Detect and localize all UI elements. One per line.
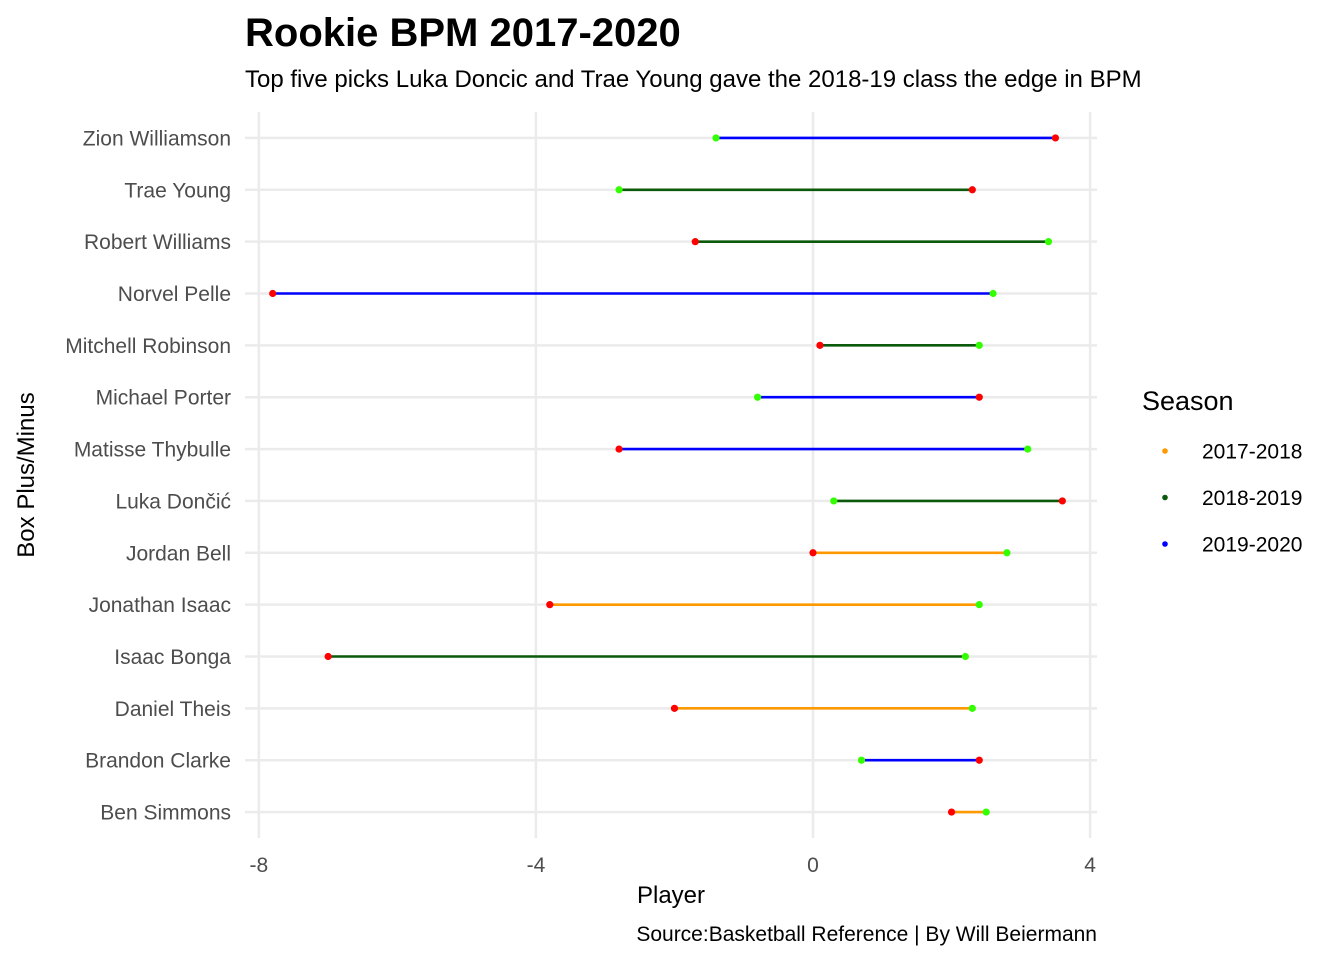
green-point — [857, 756, 866, 764]
x-axis-label: Player — [637, 882, 705, 909]
red-point — [670, 704, 679, 712]
red-point — [975, 756, 983, 764]
series-segments — [272, 136, 1063, 814]
green-point — [712, 134, 720, 142]
legend-key — [1162, 494, 1168, 501]
red-point — [1058, 497, 1066, 505]
y-tick-label: Ben Simmons — [100, 802, 231, 825]
y-tick-label: Robert Williams — [84, 231, 231, 254]
y-tick-label: Mitchell Robinson — [65, 335, 231, 358]
y-tick-label: Isaac Bonga — [114, 646, 231, 669]
green-point — [975, 341, 983, 349]
x-tick-label: -8 — [250, 854, 269, 877]
green-point — [975, 601, 983, 609]
red-point — [1051, 134, 1060, 142]
red-point — [324, 652, 332, 661]
red-point — [546, 601, 554, 609]
red-point — [691, 238, 699, 246]
y-tick-labels: Ben Simmons Brandon Clarke Daniel Theis Isa… — [65, 127, 231, 824]
x-tick-labels: -8 -4 0 4 — [250, 854, 1097, 877]
y-tick-label: Brandon Clarke — [85, 750, 231, 773]
legend-label: 2018-2019 — [1202, 487, 1302, 510]
y-tick-label: Trae Young — [124, 179, 231, 202]
chart-caption: Source:Basketball Reference | By Will Be… — [636, 923, 1097, 946]
y-axis-label: Box Plus/Minus — [13, 392, 40, 557]
red-point — [968, 186, 976, 194]
red-point — [269, 289, 277, 298]
red-point — [809, 549, 817, 557]
red-point — [615, 445, 623, 453]
green-point — [1044, 238, 1053, 246]
chart-title: Rookie BPM 2017-2020 — [245, 11, 681, 55]
legend: Season 2017-2018 2018-2019 2019-2020 — [1142, 386, 1302, 557]
chart-subtitle: Top five picks Luka Doncic and Trae Youn… — [245, 66, 1142, 93]
legend-label: 2017-2018 — [1202, 441, 1302, 464]
y-tick-label: Zion Williamson — [83, 127, 231, 150]
y-tick-label: Luka Dončić — [115, 490, 231, 513]
x-tick-label: -4 — [527, 854, 546, 877]
y-tick-label: Jordan Bell — [126, 542, 231, 565]
legend-key — [1162, 448, 1168, 454]
grid — [245, 112, 1097, 838]
y-tick-label: Michael Porter — [96, 387, 231, 410]
green-point — [615, 186, 623, 194]
y-tick-label: Daniel Theis — [115, 698, 231, 721]
green-point — [968, 704, 976, 712]
y-tick-label: Jonathan Isaac — [89, 594, 231, 617]
red-point — [816, 341, 824, 349]
x-tick-label: 4 — [1084, 854, 1096, 877]
red-point — [947, 808, 956, 816]
legend-title: Season — [1142, 386, 1234, 416]
green-point — [753, 393, 762, 401]
y-tick-label: Matisse Thybulle — [74, 439, 231, 462]
legend-label: 2019-2020 — [1202, 534, 1302, 557]
red-point — [975, 393, 983, 401]
x-tick-label: 0 — [807, 854, 819, 877]
y-tick-label: Norvel Pelle — [118, 283, 231, 306]
green-point — [830, 497, 838, 505]
green-point — [1003, 549, 1011, 557]
green-point — [961, 652, 969, 661]
green-point — [1024, 445, 1032, 453]
green-point — [989, 289, 997, 298]
legend-key — [1162, 541, 1168, 547]
series-points — [269, 134, 1066, 816]
green-point — [982, 808, 990, 816]
